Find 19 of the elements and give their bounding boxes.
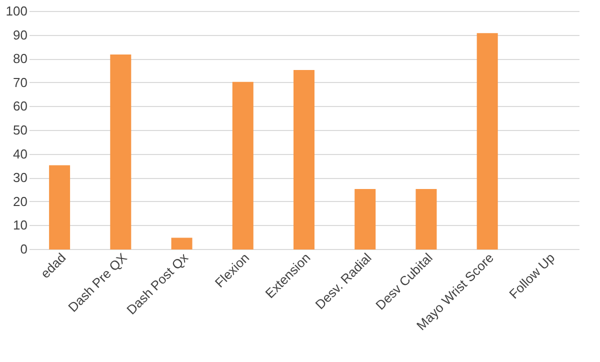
bar xyxy=(294,70,314,250)
y-tick-label: 100 xyxy=(6,4,28,18)
y-tick-label: 30 xyxy=(13,170,28,186)
bar xyxy=(416,189,437,250)
y-tick-label: 50 xyxy=(13,122,28,138)
y-tick-label: 80 xyxy=(13,51,28,66)
bar xyxy=(232,82,254,250)
bar xyxy=(49,165,70,250)
bar xyxy=(110,54,132,250)
bar xyxy=(354,189,376,250)
y-tick-label: 70 xyxy=(13,74,28,90)
y-tick-label: 60 xyxy=(13,98,28,114)
bar xyxy=(171,238,192,250)
y-tick-label: 0 xyxy=(20,242,28,256)
y-tick-label: 10 xyxy=(13,218,28,233)
y-tick-label: 20 xyxy=(13,194,28,209)
y-tick-label: 40 xyxy=(13,146,28,162)
y-tick-label: 90 xyxy=(13,27,28,42)
bar xyxy=(476,33,498,250)
